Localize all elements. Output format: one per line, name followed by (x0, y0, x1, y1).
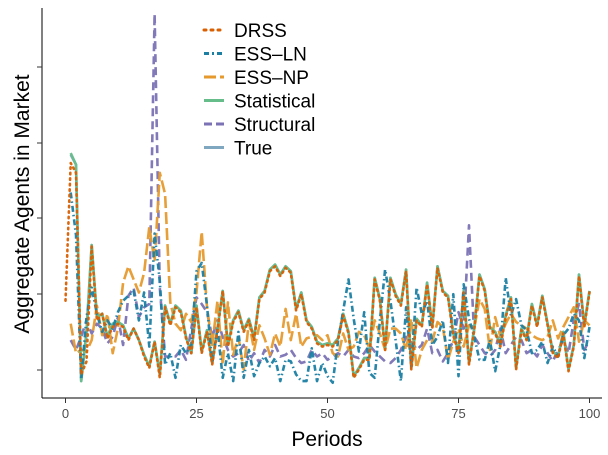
legend-label: True (234, 139, 272, 160)
series-line-structural (69, 12, 591, 365)
series-line-ess-ln (69, 192, 591, 384)
x-tick-label: 75 (451, 406, 465, 421)
axes (41, 8, 602, 399)
plot-area (64, 12, 591, 384)
x-axis-title: Periods (291, 428, 362, 451)
legend-label: DRSS (234, 21, 287, 42)
legend-label: ESS–NP (234, 68, 309, 89)
legend-label: Statistical (234, 92, 315, 113)
x-tick-label: 0 (62, 406, 69, 421)
x-ticks: 0 25 50 75 100 (62, 398, 600, 421)
legend-label: Structural (234, 115, 315, 136)
y-axis-title: Aggregate Agents in Market (11, 74, 34, 333)
x-tick-label: 100 (579, 406, 601, 421)
legend-label: ESS–LN (234, 45, 307, 66)
x-tick-label: 50 (320, 406, 334, 421)
series-line-drss (64, 161, 591, 380)
x-tick-label: 25 (189, 406, 203, 421)
y-ticks (37, 66, 42, 371)
series-line-ess-np (69, 171, 591, 371)
